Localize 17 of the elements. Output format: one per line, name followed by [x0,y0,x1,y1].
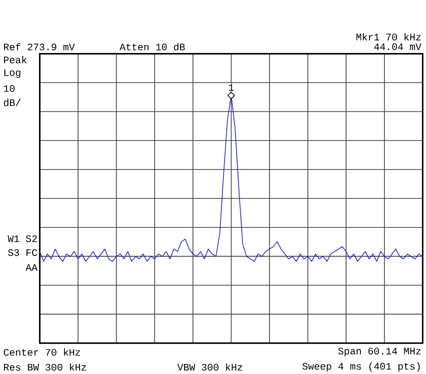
text: Span 60.14 MHz [338,348,421,356]
text: Peak [4,56,27,64]
text: VBW 300 kHz [177,363,242,371]
text: Log [4,69,20,78]
text: W1 S2 [8,235,37,242]
text: Atten 10 dB [120,43,185,50]
text: Sweep 4 ms (401 pts) [302,362,420,372]
text: AA [26,264,38,271]
annotation: 1 [228,84,234,91]
text: Ref 273.9 mV [4,43,75,50]
text: Mkr1 70 kHz [356,33,421,40]
text: 10 [4,85,15,92]
text: Res BW 300 kHz [4,363,86,371]
text: dB/ [4,98,21,106]
text: Center 70 kHz [4,348,80,356]
text: 44.04 mV [374,43,422,50]
text: S3 FC [8,249,38,256]
